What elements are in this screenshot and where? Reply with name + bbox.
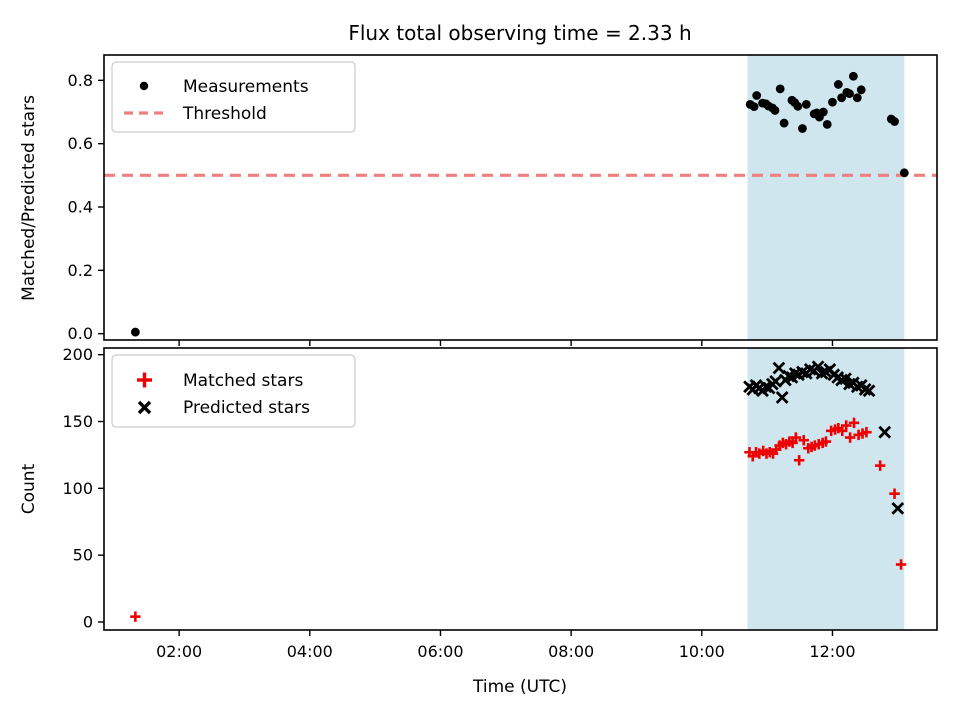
legend-background-bottom [111,354,356,428]
ratio-panel-x-ticks [178,340,834,346]
measurement-point [852,93,862,103]
y-tick-label: 0.2 [68,261,93,280]
measurement-point [779,118,789,128]
predicted-star-point [775,391,789,404]
matched-star-point [787,437,798,449]
count-panel-x-tick-labels: 02:00 04:00 06:00 08:00 10:00 12:00 [156,642,855,661]
matched-star-point [861,426,872,438]
y-tick-label: 0.4 [68,198,93,217]
measurement-point [752,91,762,100]
count-panel: 0 50 100 150 200 02:00 04:00 06:00 08:00 10:00 12… [19,345,938,697]
matched-star-point [895,559,907,570]
matched-star-point [840,420,852,431]
measurement-point [845,89,854,99]
y-tick-label: 100 [62,479,93,498]
matched-star-point [820,436,832,447]
y-tick-label: 0.8 [68,71,93,90]
matched-star-point [874,460,886,471]
measurement-point [890,117,899,126]
measurement-point [848,71,858,81]
y-tick-label: 200 [62,345,93,364]
legend-item-matched-stars: Matched stars [183,371,303,391]
measurement-point [749,102,759,112]
measurement-point [828,97,837,107]
matched-stars-marker-icon [137,372,152,388]
count-panel-legend: Matched stars Predicted stars [111,354,356,428]
predicted-star-point [891,501,905,515]
measurement-point [798,124,807,133]
y-tick-label: 0.6 [68,134,93,153]
matched-star-point [793,455,805,466]
measurement-point [833,80,843,89]
observing-window-shading [747,55,905,340]
page-title: Flux total observing time = 2.33 h [348,21,691,45]
count-panel-x-ticks [178,630,834,636]
legend-item-predicted-stars: Predicted stars [183,398,310,418]
predicted-stars-marker-icon [137,400,152,415]
x-tick-label: 08:00 [548,642,594,661]
y-tick-label: 0 [83,612,93,631]
predicted-star-point [878,425,892,439]
y-tick-label: 50 [73,546,93,565]
y-tick-label: 150 [62,412,93,431]
ratio-panel: 0.00.20.40.60.8 Matched/Predicted stars … [19,54,938,346]
observing-window-shading-bottom [747,348,905,630]
y-tick-label: 0.0 [68,324,93,343]
x-tick-label: 12:00 [809,642,855,661]
measurement-point [856,85,866,95]
matched-star-point [790,432,802,443]
measurement-point [793,101,803,111]
count-panel-y-axis-label: Count [19,463,39,514]
predicted-star-point [862,384,876,398]
matched-star-point [837,425,848,437]
count-panel-y-ticks: 0 50 100 150 200 [62,345,104,631]
matched-star-point [798,435,809,446]
ratio-panel-legend: Measurements Threshold [111,61,356,133]
measurements-series [130,71,909,337]
x-tick-label: 04:00 [287,642,333,661]
matched-star-point [889,488,900,499]
x-tick-label: 10:00 [679,642,725,661]
ratio-panel-frame [103,54,938,341]
matched-star-point [130,611,141,622]
x-axis-label: Time (UTC) [472,677,567,697]
measurement-point [775,84,785,94]
measurement-point [822,119,832,129]
x-tick-label: 02:00 [156,642,202,661]
ratio-panel-y-ticks: 0.0 0.2 0.4 0.6 0.8 [68,71,104,343]
matched-stars-series [130,417,907,622]
ratio-panel-y-axis-label: Matched/Predicted stars [19,95,39,301]
matched-star-point [848,417,860,429]
measurement-point [130,327,140,337]
matched-star-point [844,432,856,443]
measurement-point [770,106,780,115]
measurement-point [801,100,811,109]
measurement-point [818,107,828,117]
measurement-point [899,168,909,178]
measurements-marker-icon [139,81,149,91]
predicted-stars-series [743,360,905,515]
x-tick-label: 06:00 [417,642,463,661]
predicted-star-point [769,375,783,388]
legend-item-measurements: Measurements [183,77,309,97]
legend-background [111,61,356,133]
legend-item-threshold: Threshold [182,104,267,124]
predicted-star-point [811,360,825,374]
